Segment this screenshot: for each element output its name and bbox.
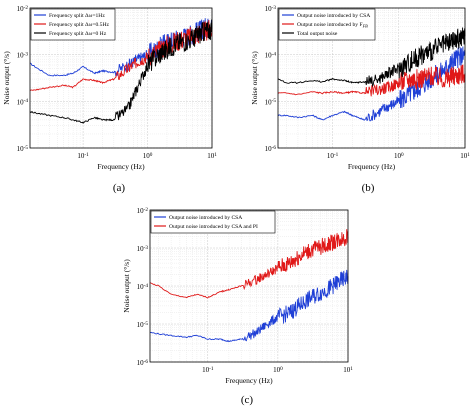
chart-panel-1: 10-1​ 100​ 101​ 10-6​ 10-5​ 10-4​ 10-3​ Frequen… [250, 5, 470, 171]
y-tick-label: 10-5​ [17, 145, 29, 153]
legend-label: Total output noise [297, 31, 338, 37]
chart-panel-0: 10-1​100​101​10-5​10-4​10-3​10-2​Frequen… [2, 5, 217, 171]
x-axis-label: Frequency (Hz) [348, 162, 396, 171]
y-tick-label: 10-3​ [17, 52, 29, 60]
legend-label: Output noise introduced by FFB​ [297, 22, 368, 28]
legend-box [278, 8, 376, 41]
legend-label: Frequency split Δω=0.5Hz [49, 22, 110, 28]
legend-label: Output noise introduced by CSA [297, 13, 370, 19]
y-axis-label: Noise output (°/s) [250, 51, 259, 105]
series-line-1 [149, 229, 349, 299]
legend-box [150, 210, 276, 234]
x-axis-label: Frequency (Hz) [97, 162, 145, 171]
x-tick-label: 100​ [143, 152, 153, 160]
x-tick-label: 101​ [343, 366, 353, 374]
y-axis-label: Noise output (°/s) [2, 51, 11, 105]
y-tick-label: 10-5​ [265, 98, 277, 106]
series-line-2 [277, 27, 466, 88]
series-line-2 [29, 19, 213, 125]
axes-box [149, 209, 349, 363]
y-tick-label: 10-2​ [137, 207, 149, 215]
panel-label-a: (a) [112, 182, 126, 194]
x-axis-label: Frequency (Hz) [225, 376, 273, 385]
y-tick-label: 10-3​ [265, 5, 277, 13]
y-tick-label: 10-6​ [265, 145, 277, 153]
x-tick-label: 100​ [273, 366, 283, 374]
x-tick-label: 10-1​ [202, 366, 214, 374]
legend: Output noise introduced by CSA Output noi… [278, 8, 376, 41]
legend: Frequency split Δω=1Hz Frequency split Δω… [30, 8, 116, 41]
y-tick-label: 10-4​ [17, 98, 29, 106]
y-tick-label: 10-4​ [265, 52, 277, 60]
y-tick-label: 10-5​ [137, 321, 149, 329]
y-tick-label: 10-6​ [137, 359, 149, 367]
x-tick-label: 100​ [394, 152, 404, 160]
panel-label-b: (b) [361, 182, 375, 194]
chart-panel-2: 10-1​ 100​ 101​ 10-6​ 10-5​ 10-4​ 10-3​ 10-2​ Fr… [122, 207, 353, 385]
legend: Output noise introduced by CSA Output noi… [150, 210, 276, 234]
panel-label-c: (c) [240, 394, 254, 406]
y-axis-label: Noise output (°/s) [122, 259, 131, 313]
legend-label: Frequency split Δω=0 Hz [49, 31, 107, 37]
y-tick-label: 10-3​ [137, 245, 149, 253]
legend-label: Output noise introduced by CSA and PI [169, 224, 258, 230]
axes-box [29, 7, 213, 149]
y-tick-label: 10-2​ [17, 5, 29, 13]
legend-label: Frequency split Δω=1Hz [49, 13, 105, 19]
x-tick-label: 101​ [207, 152, 217, 160]
legend-label: Output noise introduced by CSA [169, 215, 242, 221]
series-line-1 [277, 64, 466, 97]
x-tick-label: 101​ [460, 152, 470, 160]
x-tick-label: 10-1​ [327, 152, 339, 160]
y-tick-label: 10-4​ [137, 283, 149, 291]
axes-box [277, 7, 466, 149]
series-line-0 [149, 269, 349, 343]
x-tick-label: 10-1​ [77, 152, 89, 160]
